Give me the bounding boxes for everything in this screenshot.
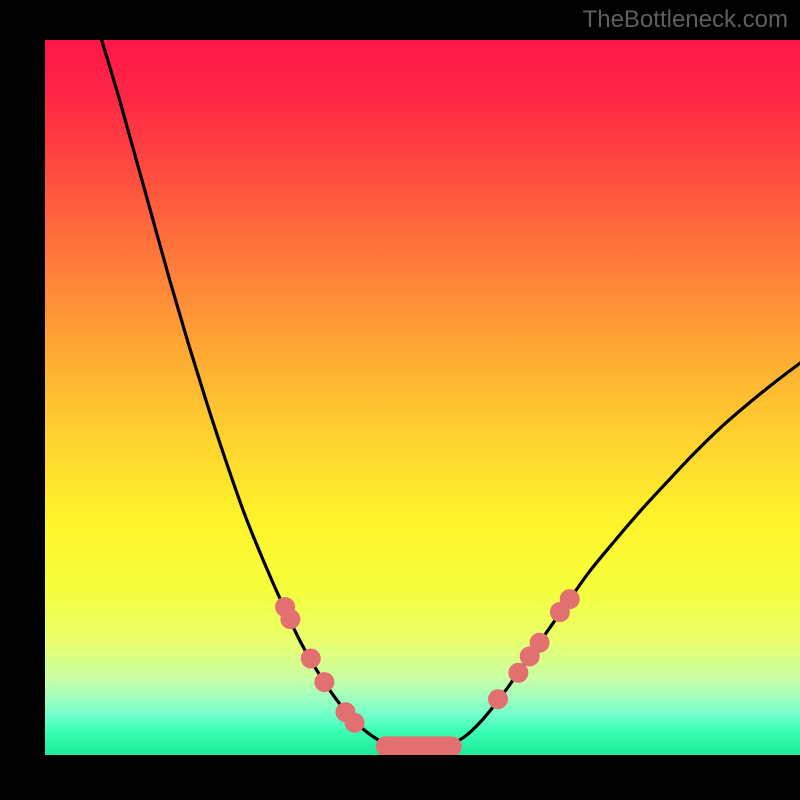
data-marker (280, 609, 300, 629)
plateau-marker (376, 736, 462, 756)
chart-gradient-background (45, 40, 800, 755)
data-marker (301, 648, 321, 668)
data-marker (345, 713, 365, 733)
data-marker (314, 672, 334, 692)
data-marker (508, 663, 528, 683)
data-marker (530, 633, 550, 653)
chart-root: TheBottleneck.com (0, 0, 800, 800)
watermark-text: TheBottleneck.com (583, 6, 788, 34)
chart-canvas (0, 0, 800, 800)
data-marker (488, 689, 508, 709)
data-marker (560, 589, 580, 609)
